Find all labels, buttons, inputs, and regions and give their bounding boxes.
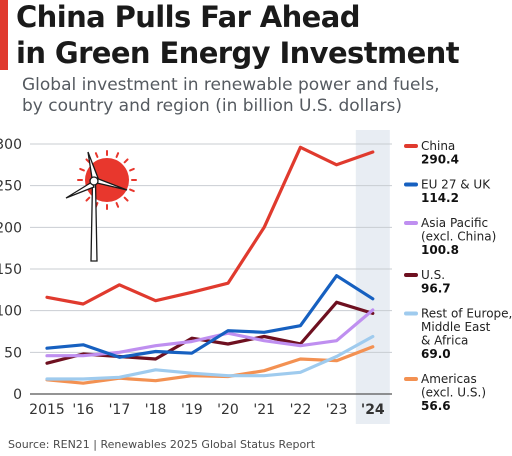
sun-ray [85,158,91,164]
series-line-asia-pacific-excl-china- [45,308,375,358]
series-line-china [45,145,375,306]
y-tick-label: 250 [0,179,22,195]
y-tick-label: 50 [4,345,22,361]
legend-value-u-s-: 96.7 [421,282,451,296]
legend-value-china: 290.4 [421,153,459,167]
x-tick-label: '16 [72,402,94,418]
x-tick-label: '23 [326,402,348,418]
legend-label-rest-of-europe-middle-east-africa: & Africa [421,334,468,348]
y-tick-label: 200 [0,220,22,236]
sun-ray [115,202,120,208]
title-accent-bar [0,0,8,70]
sun-rays [77,150,137,210]
x-tick-label: '17 [109,402,131,418]
page-title: China Pulls Far Ahead in Green Energy In… [16,0,508,71]
title-line-2: in Green Energy Investment [16,36,460,70]
y-tick-label: 100 [0,304,22,320]
line-chart: 0 50 100 150 200 250 300 2015 '16 '17 '18 '19 '20 '2… [0,130,512,424]
x-tick-label: '18 [145,402,167,418]
series-line-americas-excl-u-s- [45,345,375,385]
subtitle-line-1: Global investment in renewable power and… [22,75,440,95]
legend-label-eu-27-uk: EU 27 & UK [421,178,491,192]
series-line-rest-of-europe-middle-east-africa [45,334,375,381]
legend-value-americas-excl-u-s-: 56.6 [421,399,451,413]
x-tick-label: '21 [253,402,275,418]
x-tick-label: 2015 [29,402,65,418]
sun-ray [94,152,99,158]
sun-ray [79,167,85,172]
x-tick-label: '22 [290,402,312,418]
x-tick-label: '24 [361,402,385,418]
y-tick-label: 0 [13,387,22,403]
sun-ray [115,152,120,158]
wind-turbine-sun-icon [65,150,137,262]
legend-label-americas-excl-u-s-: (excl. U.S.) [421,386,486,400]
legend-value-eu-27-uk: 114.2 [421,191,459,205]
sun-ray [123,158,129,164]
sun-ray [129,188,135,193]
title-line-1: China Pulls Far Ahead [16,0,360,34]
series-line-eu-27-uk [45,274,375,359]
y-tick-label: 150 [0,262,22,278]
legend-label-u-s-: U.S. [421,268,445,282]
turbine [65,151,128,262]
y-tick-label: 300 [0,137,22,153]
legend-label-asia-pacific-excl-china-: Asia Pacific [421,216,488,230]
legend-label-asia-pacific-excl-china-: (excl. China) [421,230,496,244]
chart-subtitle: Global investment in renewable power and… [22,75,502,117]
legend-label-china: China [421,139,455,153]
x-tick-label: '20 [217,402,239,418]
x-axis-ticks: 2015 '16 '17 '18 '19 '20 '21 '22 '23 '24 [29,402,385,418]
sun-ray [85,196,91,202]
series-lines [45,145,375,385]
legend-value-rest-of-europe-middle-east-africa: 69.0 [421,347,451,361]
legend-value-asia-pacific-excl-china-: 100.8 [421,243,459,257]
subtitle-line-2: by country and region (in billion U.S. d… [22,96,403,116]
x-tick-label: '19 [181,402,203,418]
legend-label-rest-of-europe-middle-east-africa: Middle East [421,320,491,334]
legend-label-rest-of-europe-middle-east-africa: Rest of Europe, [421,307,512,321]
latest-year-highlight [355,130,390,424]
sun-ray [123,196,129,202]
source-note: Source: REN21 | Renewables 2025 Global S… [8,438,316,451]
legend-label-americas-excl-u-s-: Americas [421,372,477,386]
y-axis-ticks: 0 50 100 150 200 250 300 [0,137,22,403]
sun-ray [129,167,135,172]
